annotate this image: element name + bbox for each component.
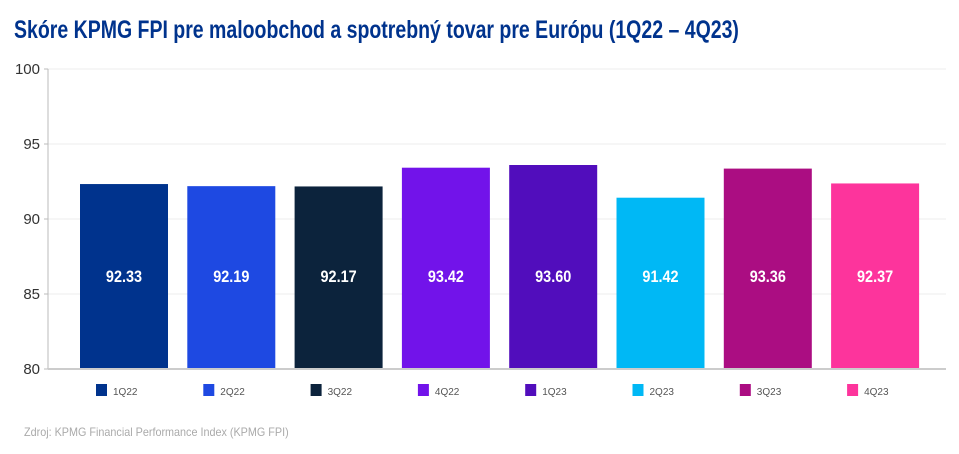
- y-tick-label: 90: [23, 211, 40, 228]
- legend-swatch: [739, 384, 751, 396]
- data-label: 93.42: [428, 268, 464, 286]
- legend-label: 1Q22: [113, 387, 138, 398]
- y-tick-label: 85: [23, 286, 40, 303]
- bar-2Q22: [187, 186, 276, 369]
- source-note: Zdroj: KPMG Financial Performance Index …: [24, 425, 289, 439]
- legend-swatch: [847, 384, 859, 396]
- y-tick-label: 80: [23, 361, 40, 378]
- data-label: 92.33: [106, 268, 142, 286]
- legend-label: 2Q23: [650, 387, 675, 398]
- bar-1Q22: [80, 184, 168, 369]
- bar-4Q22: [401, 167, 490, 369]
- data-label: 92.17: [321, 268, 357, 286]
- legend-swatch: [203, 384, 215, 396]
- bar-1Q23: [509, 165, 598, 369]
- data-label: 93.60: [535, 268, 571, 286]
- data-label: 92.37: [857, 268, 893, 286]
- bar-3Q22: [294, 186, 383, 369]
- legend-swatch: [96, 384, 107, 396]
- legend-label: 3Q23: [757, 387, 782, 398]
- legend-label: 4Q22: [435, 387, 460, 398]
- data-label: 92.19: [213, 268, 249, 286]
- legend-swatch: [417, 384, 429, 396]
- bar-3Q23: [723, 168, 812, 369]
- data-label: 93.36: [750, 268, 786, 286]
- bar-2Q23: [616, 197, 705, 369]
- chart-title: Skóre KPMG FPI pre maloobchod a spotrebn…: [14, 16, 739, 44]
- legend-swatch: [525, 384, 537, 396]
- y-tick-label: 95: [23, 136, 40, 153]
- y-tick-label: 100: [15, 61, 40, 78]
- legend-label: 2Q22: [220, 387, 245, 398]
- legend-swatch: [310, 384, 322, 396]
- bar-4Q23: [831, 183, 920, 369]
- legend-label: 4Q23: [864, 387, 889, 398]
- legend-label: 3Q22: [328, 387, 353, 398]
- legend-swatch: [632, 384, 644, 396]
- legend-label: 1Q23: [542, 387, 567, 398]
- data-label: 91.42: [642, 268, 678, 286]
